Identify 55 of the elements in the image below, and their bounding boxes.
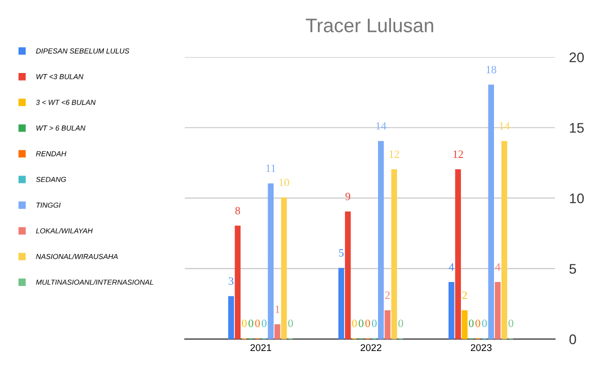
data-label: 2 [385,291,390,299]
bar [488,84,494,340]
data-label: 12 [390,150,400,158]
y-tick-label: 5 [569,264,576,274]
bar [462,310,468,340]
y-tick-label: 0 [569,334,576,344]
data-label: 0 [372,320,377,328]
bar [281,197,287,340]
bar [501,141,508,340]
bar [338,268,344,340]
bar [228,296,234,340]
data-label: 0 [468,320,474,328]
data-label: 8 [235,206,240,214]
bar [384,310,390,340]
y-tick-label: 20 [570,52,584,62]
bar [268,183,274,340]
bar [344,212,351,340]
y-tick-label: 15 [570,123,584,133]
x-tick-label: 2023 [470,344,492,352]
data-label: 18 [486,66,496,74]
data-label: 0 [288,320,293,328]
chart-title: Tracer Lulusan [306,18,434,32]
data-label: 0 [365,320,370,328]
data-label: 9 [345,192,350,200]
bar [378,141,384,340]
data-label: 0 [358,320,364,328]
data-label: 0 [508,320,514,328]
bar [391,169,398,340]
data-label: 4 [495,263,500,271]
x-tick-label: 2021 [250,344,272,352]
bar [274,324,280,340]
data-label: 0 [476,320,480,328]
data-label: 0 [262,320,266,328]
data-label: 0 [242,320,247,328]
data-label: 14 [376,122,386,130]
y-tick-label: 10 [570,193,584,204]
data-label: 3 [228,277,234,285]
data-label: 5 [339,249,344,257]
data-label: 1 [276,306,280,313]
x-tick-label: 2022 [360,344,382,352]
data-label: 0 [248,320,254,328]
data-label: 4 [448,263,454,271]
data-label: 0 [255,320,260,328]
data-label: 10 [279,178,290,186]
data-label: 2 [462,291,467,299]
data-label: 0 [398,320,404,328]
bar [455,169,461,340]
data-label: 14 [500,122,510,130]
data-label: 0 [352,320,357,328]
data-label: 0 [482,320,487,328]
bar [234,226,241,340]
data-label: 12 [453,150,463,158]
bar [494,282,501,340]
bar [448,282,454,340]
data-label: 11 [266,164,276,172]
